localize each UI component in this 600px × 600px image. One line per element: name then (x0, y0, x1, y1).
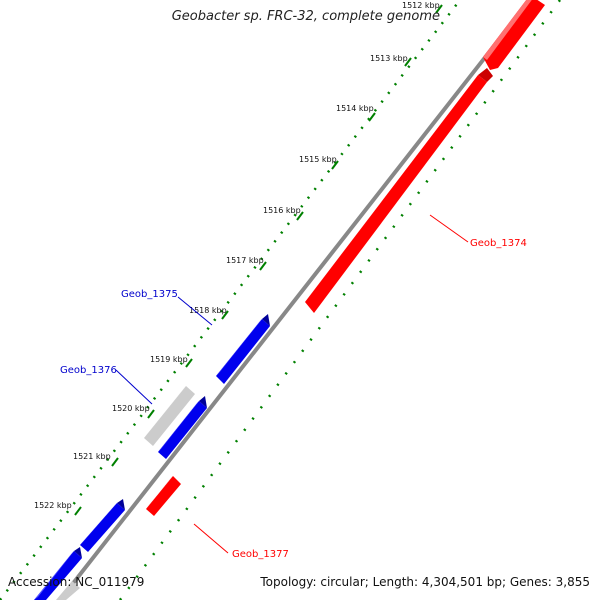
leader-Geob_1377 (193, 523, 229, 554)
tick-label: 1518 kbp (189, 306, 227, 315)
gene-top-red[interactable] (483, 0, 545, 70)
tick-marks: 1512 kbp 1513 kbp 1514 kbp 1515 kbp 1516… (34, 1, 443, 516)
genome-backbone (58, 0, 532, 600)
gene-label-Geob_1374: Geob_1374 (470, 238, 527, 249)
tick-label: 1516 kbp (263, 206, 301, 215)
gene-lower-blue-1[interactable] (80, 499, 125, 552)
tick-1515: 1515 kbp (299, 155, 339, 170)
tick-label: 1512 kbp (402, 1, 440, 10)
tick-1520: 1520 kbp (112, 404, 155, 419)
tick-label: 1522 kbp (34, 501, 72, 510)
gene-Geob_1377[interactable] (146, 476, 181, 516)
tick-1521: 1521 kbp (73, 452, 119, 467)
tick-1512: 1512 kbp (402, 1, 443, 14)
tick-label: 1515 kbp (299, 155, 337, 164)
tick-1513: 1513 kbp (370, 54, 412, 67)
outer-tick-ring (0, 0, 461, 600)
tick-1517: 1517 kbp (226, 256, 267, 271)
leader-Geob_1374 (429, 214, 469, 243)
tick-label: 1520 kbp (112, 404, 150, 413)
gene-Geob_1375[interactable] (216, 314, 270, 384)
tick-1518: 1518 kbp (189, 306, 229, 320)
gene-Geob_1374[interactable] (305, 68, 493, 313)
tick-label: 1513 kbp (370, 54, 408, 63)
tick-1522: 1522 kbp (34, 501, 82, 516)
gene-lower-grey (56, 581, 80, 600)
gene-Geob_1376[interactable] (158, 396, 207, 459)
tick-label: 1519 kbp (150, 355, 188, 364)
tick-label: 1517 kbp (226, 256, 264, 265)
inner-tick-ring (118, 0, 562, 600)
gene-label-Geob_1377: Geob_1377 (232, 549, 289, 560)
tick-1514: 1514 kbp (336, 104, 376, 122)
tick-label: 1521 kbp (73, 452, 111, 461)
gene-pseudo-grey[interactable] (144, 386, 195, 446)
accession-label: Accession: NC_011979 (8, 575, 145, 589)
gene-label-Geob_1375: Geob_1375 (121, 289, 178, 300)
genome-title: Geobacter sp. FRC-32, complete genome (171, 9, 440, 24)
tick-1519: 1519 kbp (150, 355, 193, 368)
genome-stats: Topology: circular; Length: 4,304,501 bp… (260, 575, 590, 589)
leader-Geob_1375 (177, 296, 213, 326)
gene-label-Geob_1376: Geob_1376 (60, 365, 117, 376)
leader-Geob_1376 (115, 369, 153, 405)
gene-lower-blue-2[interactable] (34, 547, 82, 600)
tick-label: 1514 kbp (336, 104, 374, 113)
tick-1516: 1516 kbp (263, 206, 304, 221)
